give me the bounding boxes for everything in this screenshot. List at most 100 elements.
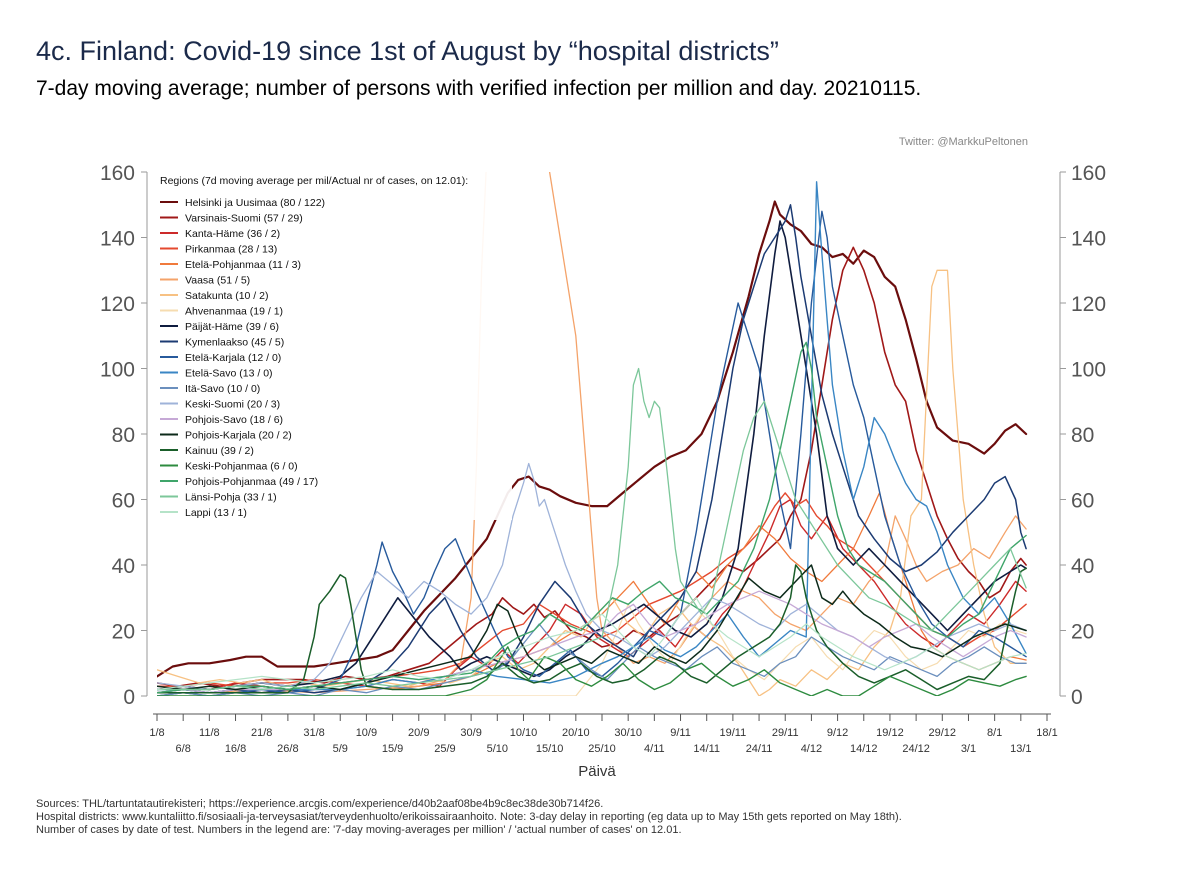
x-tick-label: 6/8 [176,743,191,755]
legend-entry: Ahvenanmaa (19 / 1) [185,306,283,318]
x-tick-label: 24/11 [746,743,773,755]
legend-entry: Helsinki ja Uusimaa (80 / 122) [185,197,325,209]
sources-footnote: Sources: THL/tartuntatautirekisteri; htt… [36,798,902,837]
series-line [157,603,1027,696]
x-tick-label: 26/8 [277,743,298,755]
axes: 0 0 20 20 40 40 60 60 80 80 100 100 120 120 140 140 160 1… [100,162,1106,780]
x-tick-label: 30/10 [614,727,642,739]
y-tick-label-right: 120 [1071,293,1106,316]
series-group [157,172,1028,696]
x-tick-label: 4/12 [801,743,822,755]
x-tick-label: 9/12 [827,727,848,739]
x-tick-label: 5/9 [333,743,348,755]
y-tick-label-left: 0 [123,686,135,709]
series-line [157,590,1027,694]
legend-entry: Kainuu (39 / 2) [185,445,254,457]
legend: Regions (7d moving average per mil/Actua… [150,170,512,520]
x-tick-label: 10/9 [356,727,377,739]
x-tick-label: 13/1 [1010,743,1031,755]
series-line [157,623,1027,696]
x-axis-label: Päivä [578,763,616,780]
legend-entry: Pohjois-Pohjanmaa (49 / 17) [185,476,318,488]
footnote-line: Sources: THL/tartuntatautirekisteri; htt… [36,798,604,810]
y-tick-label-right: 160 [1071,162,1106,185]
x-tick-label: 19/12 [876,727,904,739]
series-line [157,367,1027,691]
y-tick-label-left: 40 [112,555,135,578]
x-tick-label: 21/8 [251,727,272,739]
y-tick-label-right: 0 [1071,686,1083,709]
x-tick-label: 9/11 [670,727,691,739]
y-tick-label-left: 160 [100,162,135,185]
legend-entry: Päijät-Häme (39 / 6) [185,321,279,333]
x-tick-label: 8/1 [987,727,1002,739]
x-tick-label: 3/1 [961,743,976,755]
x-tick-label: 11/8 [199,727,220,739]
legend-entry: Satakunta (10 / 2) [185,290,268,302]
legend-entry: Kanta-Häme (36 / 2) [185,228,280,240]
series-line [157,220,1027,691]
twitter-credit: Twitter: @MarkkuPeltonen [898,136,1028,148]
x-tick-label: 25/9 [434,743,455,755]
legend-entry: Länsi-Pohja (33 / 1) [185,492,277,504]
x-tick-label: 24/12 [902,743,930,755]
y-tick-label-right: 40 [1071,555,1094,578]
y-tick-label-left: 80 [112,424,135,447]
x-tick-label: 10/10 [510,727,538,739]
chart-title: 4c. Finland: Covid-19 since 1st of Augus… [36,36,779,66]
legend-entry: Pohjois-Karjala (20 / 2) [185,430,292,442]
x-tick-label: 15/10 [536,743,564,755]
legend-entry: Etelä-Karjala (12 / 0) [185,352,281,364]
series-line [157,564,1027,694]
y-tick-label-left: 60 [112,490,135,513]
series-line [157,492,1027,687]
x-tick-label: 14/11 [693,743,720,755]
x-tick-label: 14/12 [850,743,878,755]
x-tick-label: 16/8 [225,743,246,755]
y-tick-label-right: 60 [1071,490,1094,513]
y-tick-label-right: 100 [1071,359,1106,382]
legend-title: Regions (7d moving average per mil/Actua… [160,175,468,187]
legend-entry: Lappi (13 / 1) [185,507,247,519]
y-tick-label-left: 20 [112,621,135,644]
x-tick-label: 18/1 [1036,727,1057,739]
x-tick-label: 30/9 [460,727,481,739]
x-tick-label: 1/8 [149,727,164,739]
y-tick-label-right: 140 [1071,228,1106,251]
x-tick-label: 4/11 [644,743,665,755]
legend-entry: Kymenlaakso (45 / 5) [185,337,284,349]
x-tick-label: 5/10 [487,743,508,755]
footnote-line: Hospital districts: www.kuntaliitto.fi/s… [36,811,902,823]
y-tick-label-left: 120 [100,293,135,316]
legend-entry: Etelä-Pohjanmaa (11 / 3) [185,259,301,271]
series-line [157,597,1027,691]
legend-entry: Etelä-Savo (13 / 0) [185,368,273,380]
y-tick-label-right: 20 [1071,621,1094,644]
legend-background [150,170,512,520]
series-line [157,564,1027,691]
legend-entry: Varsinais-Suomi (57 / 29) [185,213,303,225]
x-tick-label: 29/12 [929,727,957,739]
x-tick-label: 20/9 [408,727,429,739]
y-tick-label-right: 80 [1071,424,1094,447]
chart-subtitle: 7-day moving average; number of persons … [36,77,922,100]
y-tick-label-left: 100 [100,359,135,382]
x-tick-label: 25/10 [588,743,616,755]
x-tick-label: 29/11 [772,727,799,739]
series-line [157,646,1027,696]
legend-entry: Itä-Savo (10 / 0) [185,383,260,395]
x-tick-label: 15/9 [382,743,403,755]
series-line [157,462,1027,691]
legend-entry: Keski-Pohjanmaa (6 / 0) [185,461,298,473]
legend-entry: Vaasa (51 / 5) [185,275,250,287]
x-tick-label: 19/11 [720,727,747,739]
series-line [157,341,1027,694]
x-tick-label: 31/8 [303,727,324,739]
y-tick-label-left: 140 [100,228,135,251]
x-tick-label: 20/10 [562,727,590,739]
series-line [157,204,1027,694]
legend-entry: Pirkanmaa (28 / 13) [185,244,277,256]
legend-entry: Keski-Suomi (20 / 3) [185,399,280,411]
footnote-line: Number of cases by date of test. Numbers… [36,824,682,836]
